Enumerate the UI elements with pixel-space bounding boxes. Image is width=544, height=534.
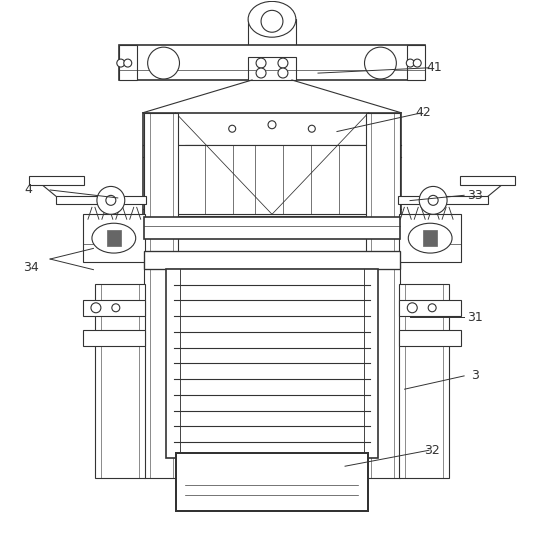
Bar <box>186 145 203 194</box>
Text: 3: 3 <box>471 370 479 382</box>
Circle shape <box>228 125 236 132</box>
Circle shape <box>308 125 316 132</box>
Bar <box>176 145 368 214</box>
Bar <box>399 329 461 345</box>
Bar <box>399 300 461 316</box>
Text: 33: 33 <box>467 189 483 202</box>
Circle shape <box>261 10 283 32</box>
Circle shape <box>428 195 438 205</box>
Circle shape <box>124 59 132 67</box>
Circle shape <box>256 68 266 78</box>
Bar <box>423 230 437 246</box>
Bar <box>399 284 449 478</box>
Bar <box>107 230 121 246</box>
Text: 41: 41 <box>426 61 442 74</box>
Bar <box>56 197 146 205</box>
Bar <box>341 145 358 194</box>
Bar <box>398 197 488 205</box>
Bar <box>262 156 282 194</box>
Bar <box>165 269 379 458</box>
Circle shape <box>117 59 125 67</box>
Circle shape <box>364 47 397 79</box>
Bar <box>407 45 425 80</box>
Bar <box>144 217 400 239</box>
Circle shape <box>407 303 417 313</box>
Circle shape <box>91 303 101 313</box>
Circle shape <box>419 186 447 214</box>
Text: 31: 31 <box>467 311 483 324</box>
Bar <box>144 251 400 269</box>
Bar <box>95 284 145 478</box>
Circle shape <box>147 47 180 79</box>
Bar <box>399 214 461 262</box>
Circle shape <box>268 121 276 129</box>
Bar <box>366 113 400 478</box>
Bar <box>83 329 145 345</box>
Ellipse shape <box>248 2 296 37</box>
Bar <box>460 176 515 185</box>
Bar <box>119 45 137 80</box>
Bar <box>119 45 425 80</box>
Circle shape <box>256 58 266 68</box>
Text: 4: 4 <box>24 184 33 197</box>
Text: 42: 42 <box>416 106 431 120</box>
Text: 34: 34 <box>23 261 39 273</box>
Text: 32: 32 <box>424 444 440 457</box>
Bar <box>29 176 84 185</box>
Circle shape <box>106 195 116 205</box>
Circle shape <box>413 59 421 67</box>
Bar <box>83 300 145 316</box>
Bar <box>143 113 401 219</box>
Bar <box>248 19 296 57</box>
Circle shape <box>406 59 415 67</box>
Bar <box>83 214 145 262</box>
Bar <box>248 57 296 80</box>
Circle shape <box>97 186 125 214</box>
Bar <box>144 113 178 478</box>
Circle shape <box>278 68 288 78</box>
Circle shape <box>428 304 436 312</box>
Ellipse shape <box>409 223 452 253</box>
Circle shape <box>112 304 120 312</box>
Ellipse shape <box>92 223 135 253</box>
Circle shape <box>278 58 288 68</box>
Bar <box>176 453 368 511</box>
